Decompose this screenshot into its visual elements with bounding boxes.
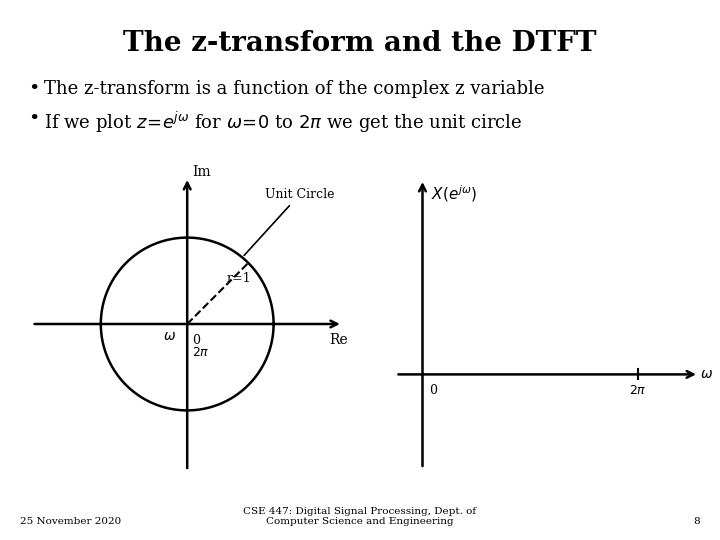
Text: •: • — [28, 110, 40, 128]
Text: •: • — [28, 80, 40, 98]
Text: Unit Circle: Unit Circle — [244, 188, 335, 255]
Text: The z-transform and the DTFT: The z-transform and the DTFT — [123, 30, 597, 57]
Text: r=1: r=1 — [226, 272, 251, 285]
Text: Im: Im — [192, 165, 211, 179]
Text: 25 November 2020: 25 November 2020 — [20, 517, 121, 526]
Text: The z-transform is a function of the complex z variable: The z-transform is a function of the com… — [44, 80, 544, 98]
Text: $\omega$: $\omega$ — [163, 328, 176, 342]
Text: If we plot $z\!=\!e^{j\omega}$ for $\omega\!=\!0$ to $2\pi$ we get the unit circ: If we plot $z\!=\!e^{j\omega}$ for $\ome… — [44, 110, 523, 135]
Text: 0: 0 — [192, 334, 200, 347]
Text: $X(e^{j\omega})$: $X(e^{j\omega})$ — [431, 183, 477, 204]
Text: $\omega$: $\omega$ — [701, 367, 714, 381]
Text: Re: Re — [329, 333, 348, 347]
Text: $2\pi$: $2\pi$ — [629, 384, 647, 397]
Text: CSE 447: Digital Signal Processing, Dept. of
Computer Science and Engineering: CSE 447: Digital Signal Processing, Dept… — [243, 507, 477, 526]
Text: 0: 0 — [429, 384, 437, 397]
Text: 8: 8 — [693, 517, 700, 526]
Text: $2\pi$: $2\pi$ — [192, 346, 210, 359]
